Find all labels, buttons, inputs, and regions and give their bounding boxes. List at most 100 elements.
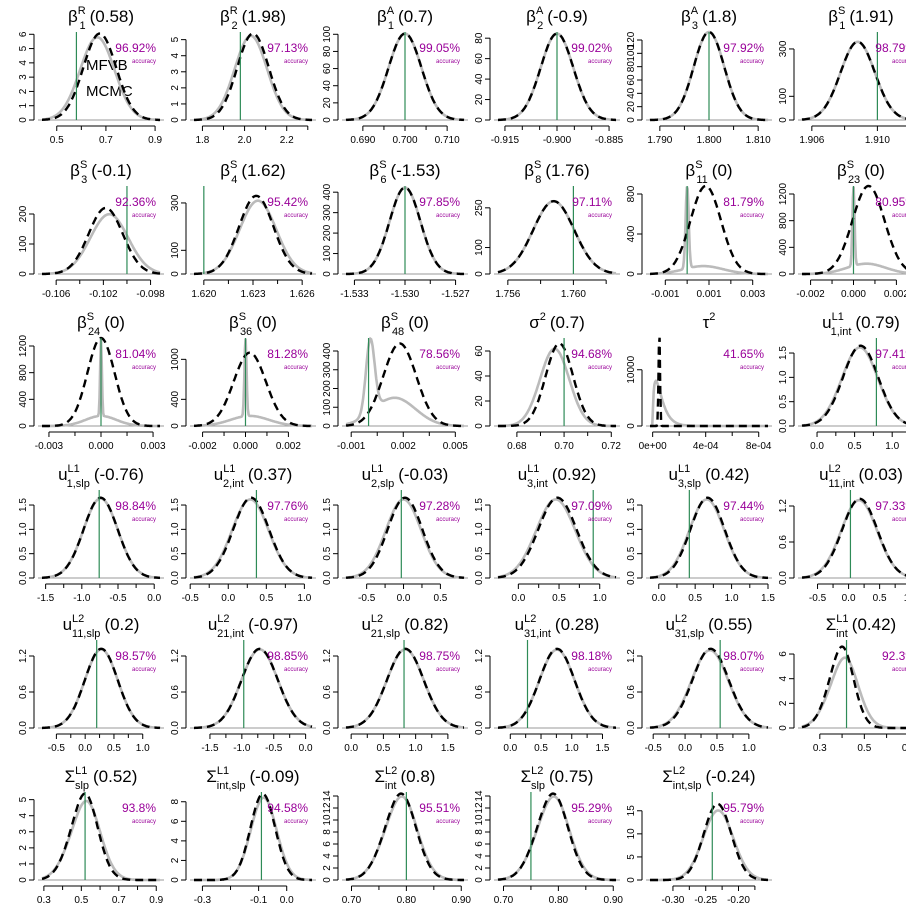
title-subscript: 4	[231, 174, 237, 186]
x-tick-label: 0.90	[452, 895, 472, 905]
panel-28: uL2 31,int (0.28) 0.0 0.5 1.0 1.5 0.0 0.6 1.2 98.1…	[474, 613, 620, 754]
y-tick-label: 40	[474, 73, 485, 85]
panel-title: uL1 1,slp (-0.76)	[58, 463, 144, 490]
y-tick-label: 1.2	[18, 649, 29, 663]
y-tick-label: 0	[626, 117, 637, 123]
x-tick-label: 0e+00	[639, 441, 668, 452]
x-tick-label: -1.527	[441, 289, 470, 300]
mfvb-density-line	[497, 496, 617, 579]
x-tick-label: 0.5	[873, 593, 887, 604]
title-subscript: 2,int	[223, 478, 244, 490]
title-symbol: Σ	[826, 615, 837, 634]
x-tick-label: 0.72	[602, 441, 622, 452]
panel-title: uL1 2,int (0.37)	[214, 463, 293, 490]
x-tick-label: 0.70	[494, 895, 514, 905]
panel-title: βS 1 (1.91)	[828, 5, 893, 32]
title-symbol: Σ	[65, 767, 76, 786]
accuracy-label: accuracy	[284, 213, 308, 219]
title-symbol: β	[524, 161, 534, 180]
y-tick-label: 1.0	[626, 522, 637, 536]
mfvb-density-line	[345, 647, 464, 729]
panel-title: σ2 (0.7)	[529, 311, 585, 332]
x-tick-label: 1.0	[409, 743, 423, 754]
y-tick-label: 100	[170, 242, 181, 259]
y-tick-label: 40	[474, 370, 485, 382]
title-true-value: (-0.1)	[91, 161, 132, 180]
y-tick-label: 1.5	[778, 346, 789, 360]
accuracy-label: accuracy	[436, 59, 460, 65]
title-symbol: β	[369, 161, 379, 180]
y-tick-label: 0.5	[18, 546, 29, 560]
title-superscript: S	[379, 159, 386, 171]
x-tick-label: 0.5	[107, 743, 121, 754]
x-tick-label: 0.000	[233, 441, 258, 452]
accuracy-value: 99.05%	[419, 41, 460, 55]
y-tick-label: 2	[18, 845, 29, 851]
title-symbol: β	[381, 313, 391, 332]
y-tick-label: 300	[322, 361, 333, 378]
accuracy-label: accuracy	[892, 365, 906, 371]
y-tick-label: 300	[322, 204, 333, 221]
panel-title: βS 23 (0)	[837, 159, 885, 186]
mfvb-density-line	[345, 496, 465, 579]
panel-29: uL2 31,slp (0.55) -0.5 0.0 0.5 1.0 0.0 0.6 1.2 98.…	[626, 613, 772, 754]
y-tick-label: 60	[474, 345, 485, 357]
legend-item-mfvb: MFVB	[40, 52, 170, 78]
title-superscript: L2	[531, 765, 543, 777]
y-tick-label: 15	[626, 805, 637, 817]
accuracy-value: 98.57%	[115, 649, 156, 663]
y-tick-label: 0.0	[626, 571, 637, 585]
mcmc-density-line	[801, 656, 906, 730]
y-tick-label: 0	[626, 877, 637, 883]
title-true-value: (-1.53)	[390, 161, 440, 180]
title-subscript: 1,int	[831, 326, 852, 338]
legend-label-mfvb: MFVB	[86, 56, 128, 74]
accuracy-value: 98.18%	[571, 649, 612, 663]
x-tick-label: 0.0	[842, 593, 856, 604]
y-tick-label: 400	[322, 342, 333, 359]
accuracy-value: 81.79%	[723, 195, 764, 209]
y-tick-label: 0.6	[626, 685, 637, 699]
y-tick-label: 100	[474, 239, 485, 256]
accuracy-label: accuracy	[740, 517, 764, 523]
title-subscript: 1,slp	[67, 478, 90, 490]
x-tick-label: -0.30	[662, 895, 685, 905]
title-superscript: L2	[371, 613, 383, 625]
accuracy-value: 41.65%	[723, 347, 764, 361]
y-tick-label: 0.5	[474, 546, 485, 560]
x-tick-label: 1.8	[195, 135, 209, 146]
title-superscript: L1	[68, 463, 80, 475]
mfvb-density-line	[345, 342, 464, 428]
y-tick-label: 0	[626, 423, 637, 429]
title-true-value: (0)	[408, 313, 429, 332]
y-tick-label: 100	[322, 245, 333, 262]
title-superscript: L2	[385, 765, 397, 777]
title-symbol: β	[68, 7, 78, 26]
title-subscript: 1	[79, 20, 85, 32]
title-superscript: R	[230, 5, 238, 17]
title-subscript: 1	[388, 20, 394, 32]
accuracy-value: 97.85%	[419, 195, 460, 209]
accuracy-label: accuracy	[436, 213, 460, 219]
y-tick-label: 400	[18, 391, 29, 408]
x-tick-label: -0.5	[265, 743, 283, 754]
y-tick-label: 1.0	[778, 370, 789, 384]
mfvb-density-line	[194, 194, 313, 276]
title-true-value: (0.7)	[398, 7, 433, 26]
y-tick-label: 0.6	[322, 685, 333, 699]
y-tick-label: 1.2	[474, 649, 485, 663]
title-symbol: β	[837, 161, 847, 180]
panel-6: βS 1 (1.91) 1.906 1.910 0 100 300 98.79% accuracy	[778, 5, 906, 146]
y-tick-label: 250	[474, 199, 485, 216]
title-superscript: S	[239, 311, 246, 323]
mfvb-density-line	[41, 792, 160, 882]
title-superscript: L1	[75, 765, 87, 777]
mfvb-density-line	[650, 184, 768, 276]
accuracy-label: accuracy	[588, 365, 612, 371]
accuracy-value: 98.75%	[419, 649, 460, 663]
y-tick-label: 100	[626, 45, 637, 62]
x-tick-label: 0.0	[397, 593, 411, 604]
y-tick-label: 12	[474, 802, 485, 814]
panel-3: βA 1 (0.7) 0.690 0.700 0.710 0 20 40 60 80 100 99.05…	[322, 5, 468, 146]
